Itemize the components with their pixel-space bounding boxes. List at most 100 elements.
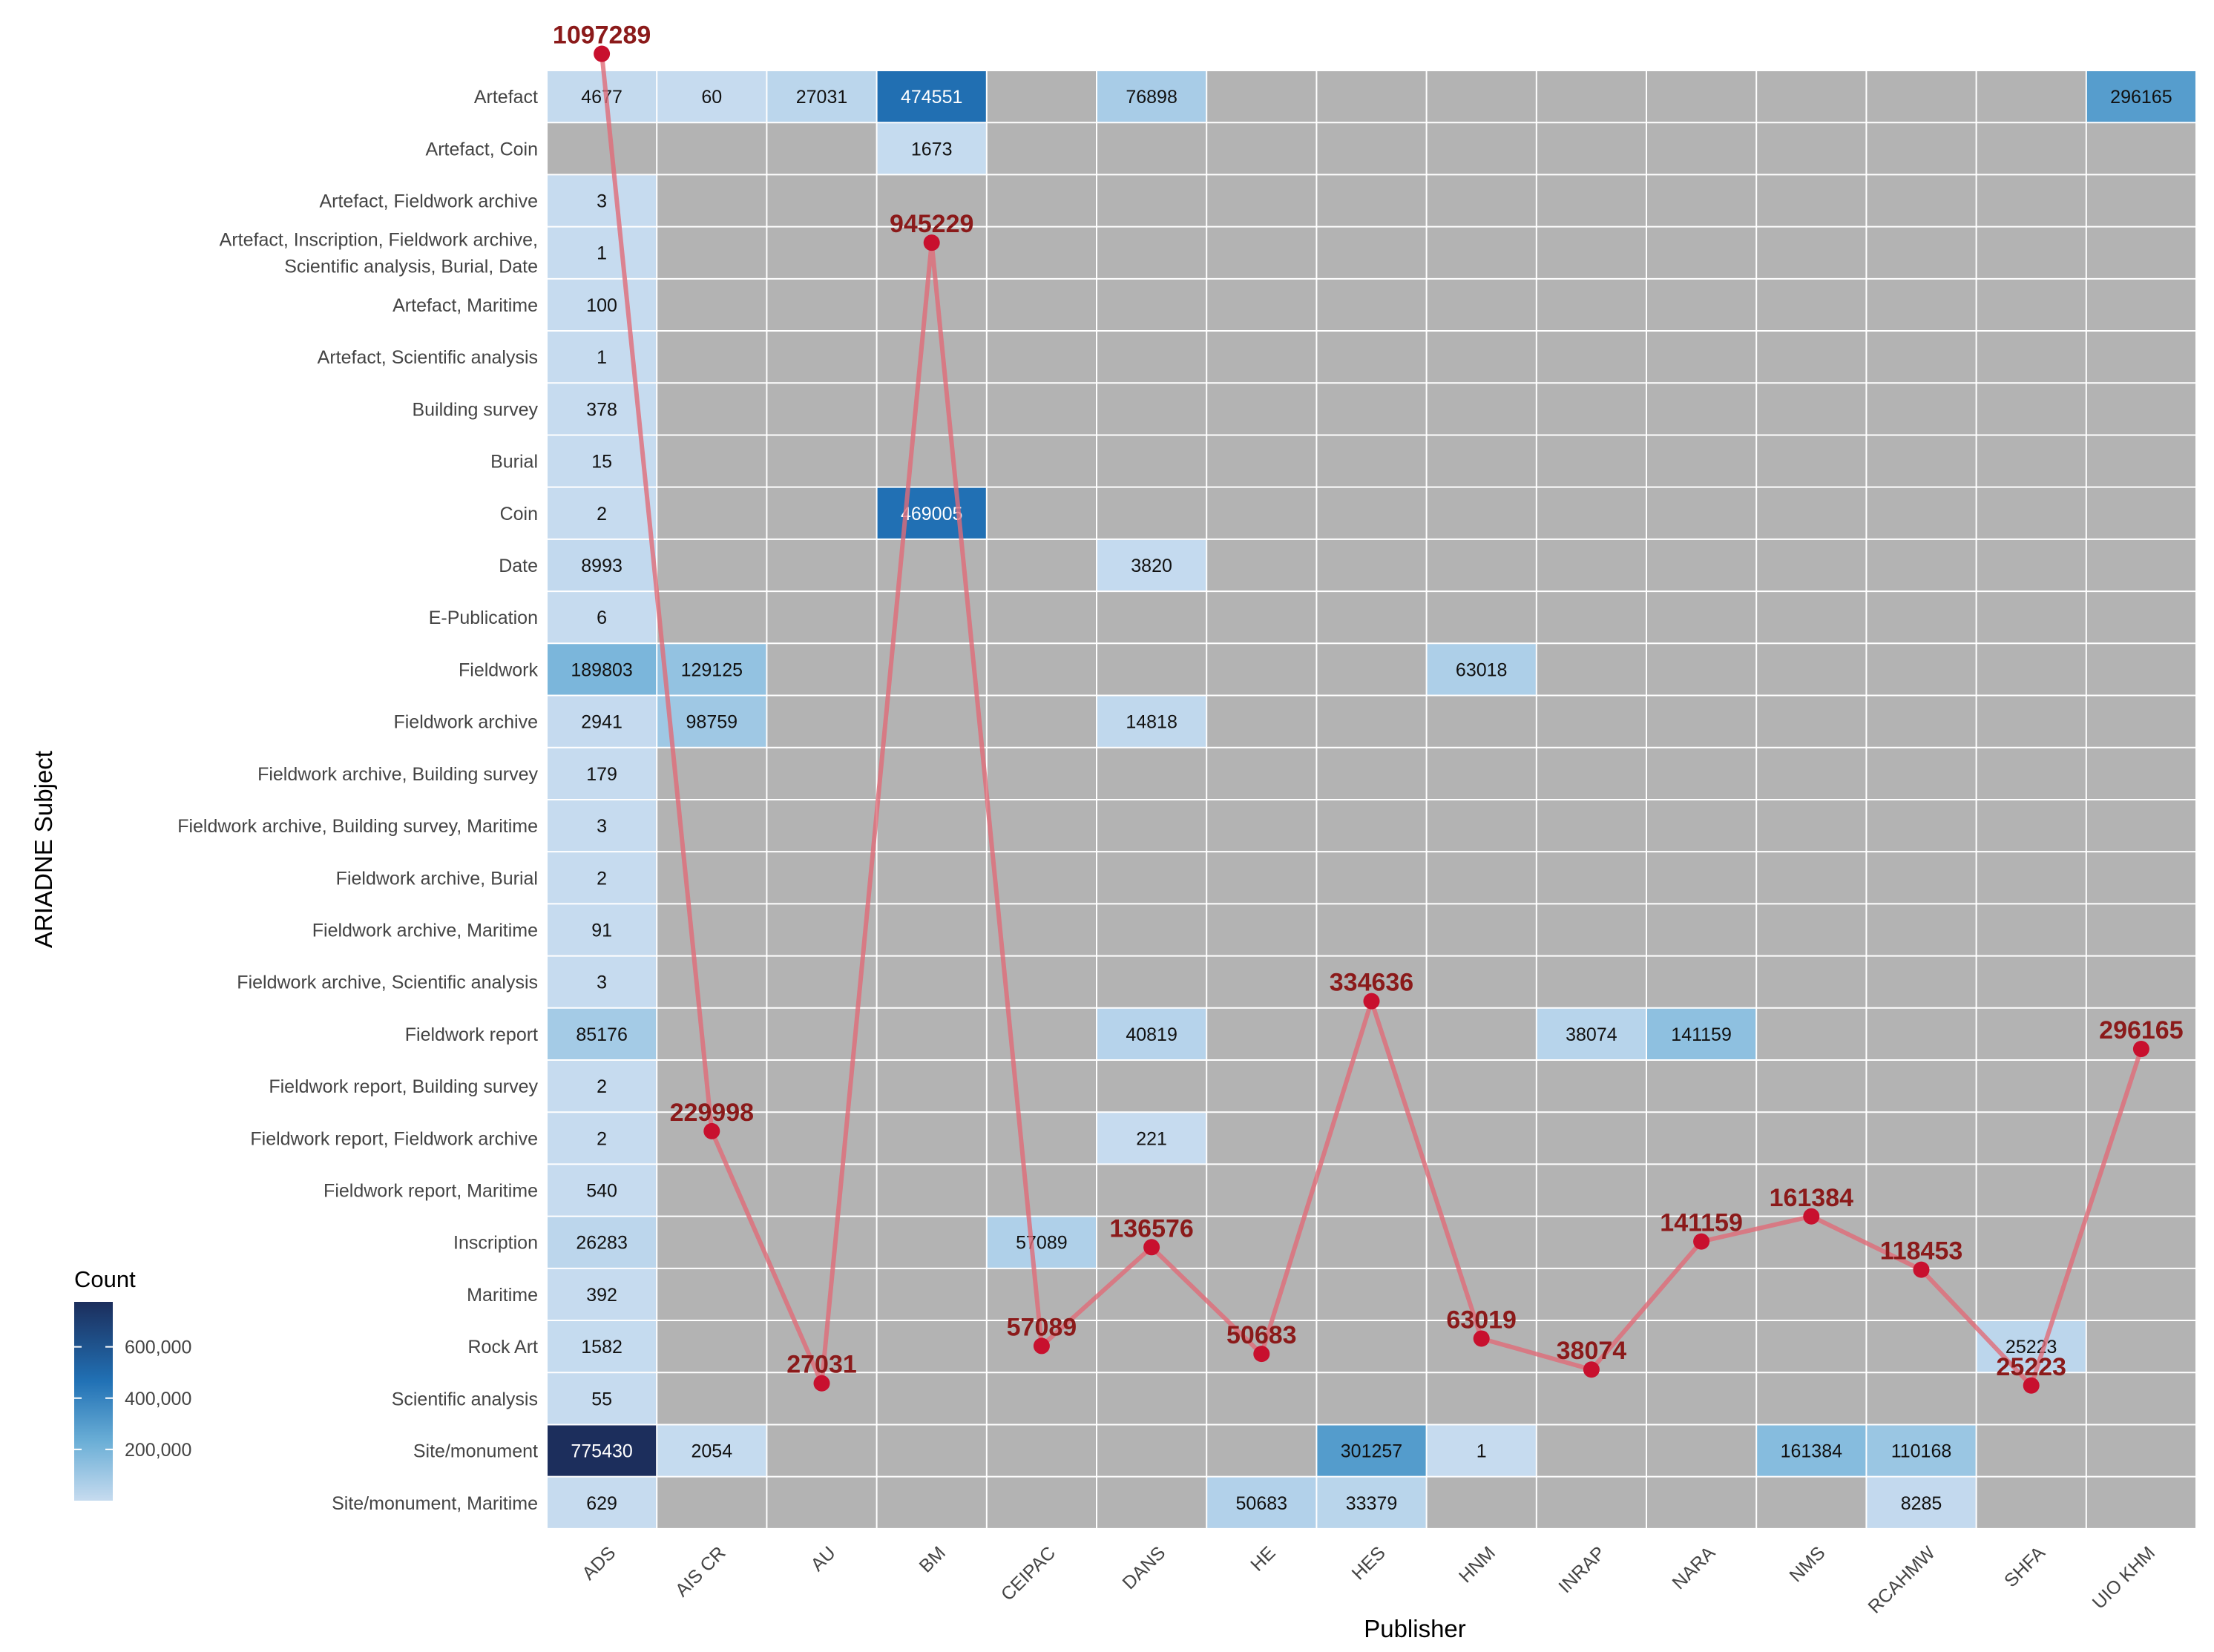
cell-value-label: 2: [597, 1128, 607, 1149]
heatmap-cell: [547, 643, 657, 696]
cell-value-label: 63018: [1456, 659, 1508, 680]
heatmap-cell: [1097, 70, 1207, 123]
heatmap-cell: [1536, 1007, 1646, 1060]
y-tick-label: Fieldwork archive, Maritime: [312, 920, 538, 941]
cell-value-label: 392: [586, 1285, 617, 1306]
heatmap-cell: [547, 747, 657, 800]
cell-value-label: 1582: [581, 1337, 623, 1358]
cell-value-label: 8993: [581, 556, 623, 576]
cell-value-label: 1: [597, 347, 607, 368]
total-value-label: 161384: [1770, 1184, 1854, 1212]
total-value-label: 296165: [2099, 1016, 2183, 1044]
cell-value-label: 378: [586, 399, 617, 420]
cell-value-label: 469005: [901, 504, 962, 524]
total-point: [1363, 993, 1380, 1010]
y-axis-tick-labels: Artefact Artefact, Coin Artefact, Fieldwor…: [177, 87, 538, 1514]
heatmap-cell: [876, 70, 987, 123]
total-value-label: 141159: [1660, 1209, 1743, 1237]
cell-value-label: 3: [597, 816, 607, 837]
y-tick-label: Fieldwork archive: [393, 712, 538, 733]
heatmap-cell: [547, 278, 657, 332]
y-tick-label: Inscription: [453, 1233, 538, 1254]
cell-value-label: 50683: [1236, 1493, 1288, 1514]
cell-value-label: 4677: [581, 87, 623, 108]
y-tick-label: Rock Art: [468, 1337, 539, 1358]
total-point: [1583, 1361, 1600, 1378]
heatmap-cell: [547, 955, 657, 1008]
cell-value-label: 2: [597, 1076, 607, 1097]
y-axis-title: ARIADNE Subject: [30, 751, 57, 948]
cell-value-label: 3: [597, 973, 607, 993]
heatmap-cell: [1097, 1007, 1207, 1060]
total-value-label: 334636: [1330, 969, 1413, 997]
total-value-label: 38074: [1557, 1337, 1627, 1365]
total-point: [1693, 1233, 1710, 1250]
total-value-label: 136576: [1109, 1214, 1193, 1243]
legend-colorbar: [74, 1302, 113, 1501]
heatmap-cell: [547, 487, 657, 539]
y-tick-label: Fieldwork report: [405, 1024, 538, 1045]
cell-value-label: 27031: [796, 87, 848, 108]
heatmap-cell: [547, 799, 657, 852]
heatmap-cell: [547, 1112, 657, 1165]
y-tick-label: Artefact, Coin: [426, 139, 538, 159]
total-point: [1913, 1261, 1930, 1278]
heatmap-cell: [547, 1268, 657, 1321]
total-point: [923, 234, 940, 251]
heatmap-cell: [547, 539, 657, 592]
heatmap-cell: [1316, 1424, 1427, 1477]
heatmap-cell: [547, 1007, 657, 1060]
cell-value-label: 1: [1476, 1441, 1487, 1462]
total-value-label: 945229: [890, 210, 973, 238]
cell-value-label: 161384: [1781, 1441, 1843, 1462]
cell-value-label: 141159: [1671, 1024, 1732, 1045]
legend-tick-label: 600,000: [125, 1337, 191, 1358]
cell-value-label: 2: [597, 868, 607, 889]
y-tick-label: Fieldwork archive, Building survey, Mari…: [177, 816, 538, 837]
cell-value-label: 40819: [1126, 1024, 1177, 1045]
cell-value-label: 3: [597, 191, 607, 212]
cell-value-label: 296165: [2110, 87, 2172, 108]
y-tick-label: Site/monument: [413, 1441, 538, 1462]
heatmap-cell: [1646, 1007, 1757, 1060]
y-tick-label: Date: [499, 556, 538, 576]
heatmap-cell: [1866, 1476, 1977, 1529]
heatmap-cell: [1316, 1476, 1427, 1529]
y-tick-label: Site/monument, Maritime: [332, 1493, 538, 1514]
heatmap-cell: [547, 1216, 657, 1268]
y-tick-label: Maritime: [467, 1285, 538, 1306]
y-tick-label: Artefact: [474, 87, 538, 108]
heatmap-cell: [657, 70, 767, 123]
cell-value-label: 179: [586, 764, 617, 785]
total-point: [2132, 1041, 2149, 1058]
heatmap-cell: [547, 1476, 657, 1529]
cell-value-label: 301257: [1341, 1441, 1402, 1462]
heatmap-cell: [2086, 70, 2196, 123]
cell-value-label: 76898: [1126, 87, 1177, 108]
heatmap-cell: [1426, 643, 1537, 696]
color-legend: Count 200,000 400,000 600,000: [74, 1266, 191, 1501]
cell-value-label: 221: [1136, 1128, 1167, 1149]
heatmap-cell: [766, 70, 877, 123]
total-point: [813, 1375, 830, 1392]
cell-value-label: 3820: [1131, 556, 1172, 576]
heatmap-cell: [547, 70, 657, 123]
cell-value-label: 2054: [691, 1441, 732, 1462]
total-value-label: 25223: [1996, 1353, 2066, 1381]
heatmap-cell: [547, 1372, 657, 1425]
cell-value-label: 60: [701, 87, 722, 108]
cell-value-label: 33379: [1346, 1493, 1398, 1514]
y-tick-label: Scientific analysis: [392, 1389, 538, 1409]
y-tick-label: E-Publication: [429, 608, 538, 628]
cell-value-label: 2: [597, 504, 607, 524]
cell-value-label: 57089: [1016, 1233, 1068, 1254]
y-tick-label: Fieldwork: [459, 659, 538, 680]
heatmap-cell: [547, 695, 657, 748]
cell-value-label: 1: [597, 243, 607, 264]
heatmap-cell: [547, 226, 657, 279]
total-point: [703, 1122, 720, 1139]
legend-title: Count: [74, 1266, 136, 1292]
total-point: [1143, 1239, 1160, 1256]
total-value-label: 118453: [1880, 1237, 1963, 1266]
cell-value-label: 26283: [576, 1233, 628, 1254]
